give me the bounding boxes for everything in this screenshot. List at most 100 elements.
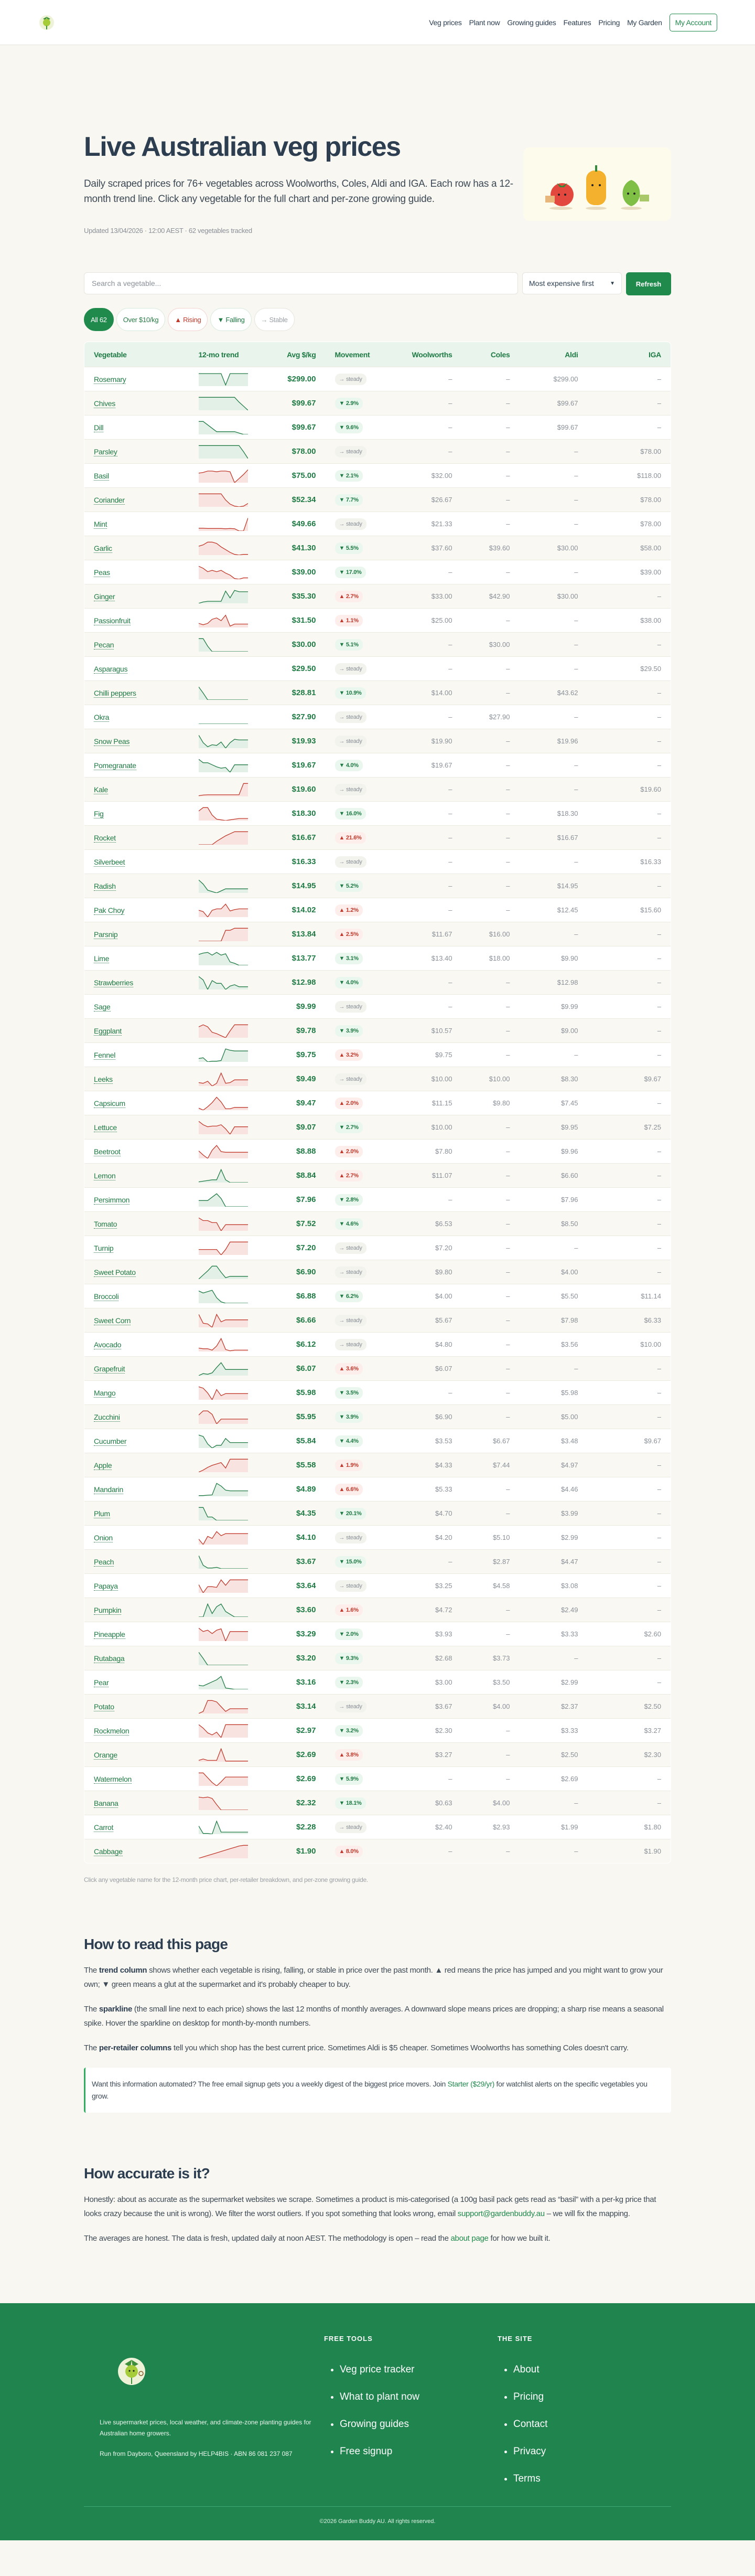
sparkline-chart[interactable]: [198, 1313, 248, 1327]
vegetable-link[interactable]: Apple: [94, 1461, 112, 1470]
filter-over-10[interactable]: Over $10/kg: [116, 308, 166, 331]
sparkline-chart[interactable]: [198, 1459, 248, 1472]
sparkline-chart[interactable]: [198, 783, 248, 796]
footer-link-contact[interactable]: Contact: [513, 2419, 548, 2430]
site-logo[interactable]: [38, 14, 56, 31]
vegetable-link[interactable]: Strawberries: [94, 978, 133, 987]
sparkline-chart[interactable]: [198, 976, 248, 989]
vegetable-link[interactable]: Grapefruit: [94, 1364, 125, 1374]
vegetable-link[interactable]: Cabbage: [94, 1847, 123, 1856]
sparkline-chart[interactable]: [198, 638, 248, 652]
my-account-button[interactable]: My Account: [669, 13, 717, 31]
vegetable-link[interactable]: Onion: [94, 1533, 113, 1542]
sparkline-chart[interactable]: [198, 879, 248, 893]
sparkline-chart[interactable]: [198, 1652, 248, 1665]
vegetable-link[interactable]: Peas: [94, 568, 110, 577]
help4bis-link[interactable]: HELP4BIS: [198, 2450, 229, 2457]
vegetable-link[interactable]: Mango: [94, 1388, 116, 1398]
vegetable-link[interactable]: Turnip: [94, 1243, 114, 1253]
sparkline-chart[interactable]: [198, 1555, 248, 1569]
refresh-button[interactable]: Refresh: [626, 272, 671, 295]
filter-falling[interactable]: ▼ Falling: [210, 308, 252, 331]
sort-select[interactable]: Most expensive first ▼: [522, 272, 622, 294]
vegetable-link[interactable]: Pak Choy: [94, 906, 125, 915]
support-email-link[interactable]: support@gardenbuddy.au: [457, 2209, 545, 2218]
footer-link-terms[interactable]: Terms: [513, 2473, 541, 2484]
sparkline-chart[interactable]: [198, 541, 248, 555]
vegetable-link[interactable]: Pumpkin: [94, 1605, 122, 1615]
nav-plant-now[interactable]: Plant now: [469, 18, 500, 27]
vegetable-link[interactable]: Dill: [94, 423, 104, 432]
footer-link-pricing[interactable]: Pricing: [513, 2391, 544, 2402]
filter-rising[interactable]: ▲ Rising: [168, 308, 208, 331]
sparkline-chart[interactable]: [198, 590, 248, 603]
sparkline-chart[interactable]: [198, 566, 248, 579]
vegetable-link[interactable]: Cucumber: [94, 1436, 127, 1446]
sparkline-chart[interactable]: [198, 807, 248, 821]
vegetable-link[interactable]: Carrot: [94, 1823, 114, 1832]
vegetable-link[interactable]: Plum: [94, 1509, 110, 1518]
vegetable-link[interactable]: Silverbeet: [94, 857, 125, 867]
sparkline-chart[interactable]: [198, 952, 248, 965]
vegetable-link[interactable]: Tomato: [94, 1219, 117, 1229]
sparkline-chart[interactable]: [198, 1386, 248, 1400]
sparkline-chart[interactable]: [198, 1748, 248, 1762]
nav-growing-guides[interactable]: Growing guides: [507, 18, 556, 27]
vegetable-link[interactable]: Snow Peas: [94, 737, 130, 746]
vegetable-link[interactable]: Ginger: [94, 592, 115, 601]
vegetable-link[interactable]: Fennel: [94, 1050, 116, 1060]
vegetable-link[interactable]: Garlic: [94, 544, 112, 553]
vegetable-link[interactable]: Beetroot: [94, 1147, 121, 1156]
vegetable-link[interactable]: Broccoli: [94, 1292, 119, 1301]
sparkline-chart[interactable]: [198, 1603, 248, 1617]
sparkline-chart[interactable]: [198, 1700, 248, 1713]
sparkline-chart[interactable]: [198, 614, 248, 627]
filter-all[interactable]: All 62: [84, 308, 114, 331]
footer-link-what-to-plant[interactable]: What to plant now: [339, 2391, 420, 2402]
vegetable-link[interactable]: Pomegranate: [94, 761, 136, 770]
sparkline-chart[interactable]: [198, 1627, 248, 1641]
sparkline-chart[interactable]: [198, 517, 248, 531]
col-coles[interactable]: Coles: [490, 350, 510, 359]
sparkline-chart[interactable]: [198, 1796, 248, 1810]
col-aldi[interactable]: Aldi: [565, 350, 578, 359]
sparkline-chart[interactable]: [198, 397, 248, 410]
sparkline-chart[interactable]: [198, 1072, 248, 1086]
footer-link-privacy[interactable]: Privacy: [513, 2446, 546, 2457]
sparkline-chart[interactable]: [198, 372, 248, 386]
vegetable-link[interactable]: Fig: [94, 809, 104, 818]
nav-pricing[interactable]: Pricing: [598, 18, 620, 27]
sparkline-chart[interactable]: [198, 759, 248, 772]
vegetable-link[interactable]: Sage: [94, 1002, 111, 1012]
filter-stable[interactable]: → Stable: [254, 308, 295, 331]
vegetable-link[interactable]: Sweet Potato: [94, 1268, 136, 1277]
footer-link-growing-guides[interactable]: Growing guides: [339, 2419, 409, 2430]
sparkline-chart[interactable]: [198, 1675, 248, 1689]
vegetable-link[interactable]: Capsicum: [94, 1099, 125, 1108]
search-input[interactable]: Search a vegetable...: [84, 272, 518, 294]
vegetable-link[interactable]: Chilli peppers: [94, 688, 136, 698]
vegetable-link[interactable]: Passionfruit: [94, 616, 131, 625]
nav-features[interactable]: Features: [563, 18, 591, 27]
sparkline-chart[interactable]: [198, 903, 248, 917]
footer-link-free-signup[interactable]: Free signup: [339, 2446, 393, 2457]
sparkline-chart[interactable]: [198, 1121, 248, 1134]
sparkline-chart[interactable]: [198, 1410, 248, 1424]
sparkline-chart[interactable]: [198, 1241, 248, 1255]
vegetable-link[interactable]: Pear: [94, 1678, 109, 1687]
sparkline-chart[interactable]: [198, 1820, 248, 1834]
sparkline-chart[interactable]: [198, 1507, 248, 1520]
about-page-link[interactable]: about page: [450, 2234, 489, 2243]
sparkline-chart[interactable]: [198, 1724, 248, 1738]
sparkline-chart[interactable]: [198, 1361, 248, 1376]
vegetable-link[interactable]: Banana: [94, 1798, 118, 1808]
col-iga[interactable]: IGA: [649, 350, 661, 359]
sparkline-chart[interactable]: [198, 1168, 248, 1183]
vegetable-link[interactable]: Eggplant: [94, 1026, 122, 1036]
vegetable-link[interactable]: Lettuce: [94, 1123, 117, 1132]
footer-link-veg-price-tracker[interactable]: Veg price tracker: [339, 2364, 415, 2375]
sparkline-chart[interactable]: [198, 1193, 248, 1207]
vegetable-link[interactable]: Orange: [94, 1750, 117, 1760]
sparkline-chart[interactable]: [198, 1290, 248, 1303]
vegetable-link[interactable]: Mandarin: [94, 1485, 123, 1494]
